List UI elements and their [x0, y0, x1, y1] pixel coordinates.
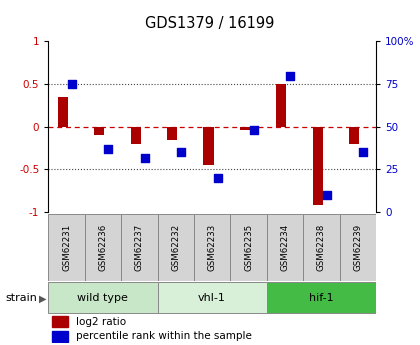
Bar	[121, 214, 158, 281]
Bar	[303, 214, 339, 281]
Bar	[52, 316, 68, 327]
Point	[68, 81, 75, 87]
Bar	[131, 127, 141, 144]
Text: percentile rank within the sample: percentile rank within the sample	[76, 331, 252, 341]
Text: GSM62235: GSM62235	[244, 224, 253, 271]
Bar	[267, 282, 376, 313]
Text: GSM62231: GSM62231	[62, 224, 71, 271]
Bar	[48, 214, 85, 281]
Text: GSM62237: GSM62237	[135, 224, 144, 271]
Bar	[94, 127, 104, 135]
Point	[105, 146, 112, 152]
Point	[251, 127, 257, 133]
Text: GSM62234: GSM62234	[281, 224, 289, 271]
Bar	[158, 214, 194, 281]
Bar	[194, 214, 230, 281]
Text: GSM62239: GSM62239	[353, 224, 362, 271]
Text: wild type: wild type	[77, 293, 129, 303]
Bar	[167, 127, 177, 140]
Point	[360, 150, 367, 155]
Text: ▶: ▶	[39, 294, 46, 303]
Bar	[276, 84, 286, 127]
Bar	[158, 282, 267, 313]
Bar	[312, 127, 323, 205]
Text: vhl-1: vhl-1	[198, 293, 226, 303]
Bar	[58, 97, 68, 127]
Bar	[240, 127, 250, 130]
Bar	[85, 214, 121, 281]
Bar	[203, 127, 213, 165]
Text: strain: strain	[5, 294, 37, 303]
Point	[178, 150, 184, 155]
Bar	[48, 282, 158, 313]
Text: log2 ratio: log2 ratio	[76, 317, 126, 327]
Bar	[339, 214, 376, 281]
Text: GSM62236: GSM62236	[98, 224, 108, 271]
Bar	[267, 214, 303, 281]
Text: hif-1: hif-1	[309, 293, 333, 303]
Text: GSM62238: GSM62238	[317, 224, 326, 271]
Bar	[230, 214, 267, 281]
Text: GDS1379 / 16199: GDS1379 / 16199	[145, 16, 275, 30]
Text: GSM62233: GSM62233	[207, 224, 217, 271]
Point	[323, 192, 330, 198]
Point	[142, 155, 148, 160]
Bar	[52, 331, 68, 342]
Text: GSM62232: GSM62232	[171, 224, 180, 271]
Point	[287, 73, 294, 78]
Bar	[349, 127, 359, 144]
Point	[214, 175, 221, 181]
